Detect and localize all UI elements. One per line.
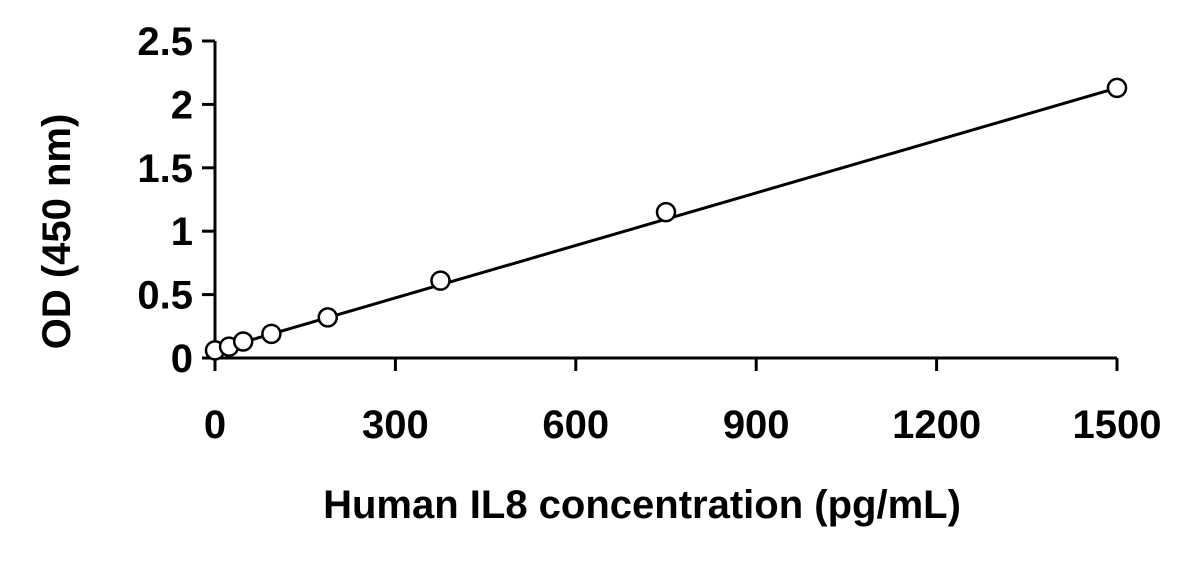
x-axis-ticks: 0 300 600 900 1200 1500 [204,358,1162,447]
x-axis-title: Human IL8 concentration (pg/mL) [323,483,961,527]
y-tick-label: 2.5 [137,20,193,64]
y-tick-label: 1 [171,210,193,254]
data-point [430,270,451,291]
data-point [261,323,282,345]
y-tick-label: 0 [171,337,193,381]
y-tick-label: 0.5 [137,274,193,318]
data-points [204,77,1128,361]
y-axis-ticks: 0 0.5 1 1.5 2 2.5 [137,20,215,381]
data-point [1106,77,1128,99]
y-tick-label: 2 [171,83,193,127]
data-point [655,201,677,223]
y-axis-title: OD (450 nm) [35,114,79,350]
x-tick-label: 1500 [1073,403,1162,447]
data-point [317,307,338,328]
data-point [232,331,254,352]
x-tick-label: 900 [723,403,790,447]
x-tick-label: 1200 [892,403,981,447]
x-tick-label: 600 [542,403,609,447]
y-tick-label: 1.5 [137,147,193,191]
x-tick-label: 0 [204,403,226,447]
x-tick-label: 300 [362,403,429,447]
